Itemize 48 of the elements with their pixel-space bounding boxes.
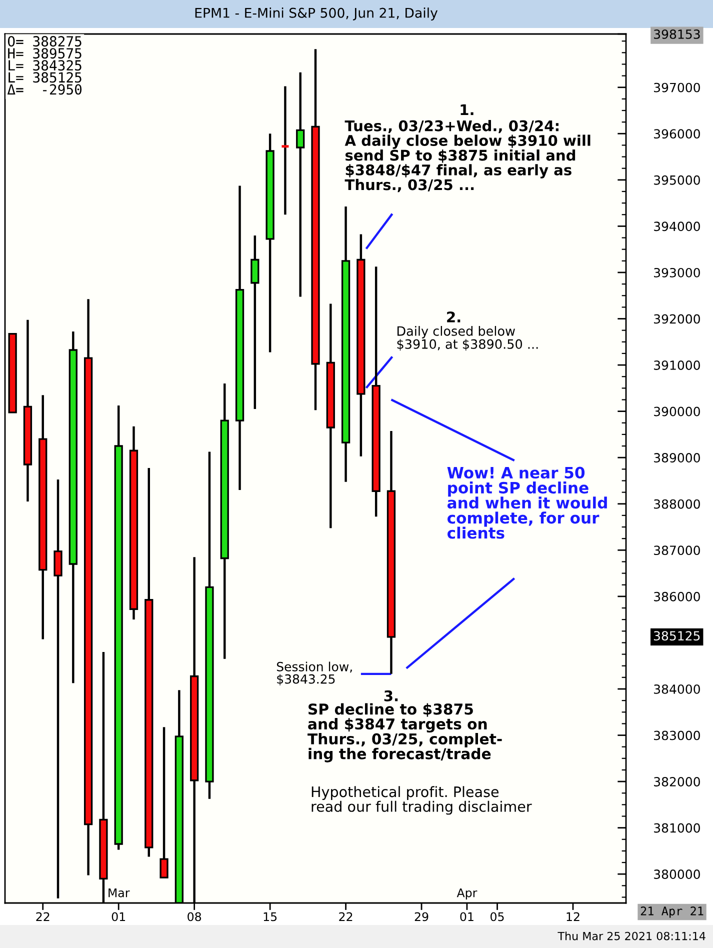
y-tick-label: 390000 (654, 406, 700, 416)
annotation: 2. (447, 311, 460, 322)
annotation: Apr (456, 888, 478, 900)
y-tick-label: 392000 (654, 314, 700, 324)
y-tick-label: 393000 (654, 268, 700, 278)
y-tick-label: 397000 (654, 82, 700, 92)
annotation: Mar (108, 888, 130, 898)
y-tick-label: 386000 (654, 592, 700, 602)
x-tick-label: 12 (566, 912, 580, 921)
annotation: Tues., 03/23+Wed., 03/24: A daily close below $3910 will send SP to $3875 initial and $3848/$47 final, as early as Thurs., 03/25 ... (344, 120, 590, 192)
x-tick-label: 15 (264, 912, 277, 922)
text: 21 Apr 21 (640, 906, 704, 918)
candlestick (296, 71, 305, 298)
annotation: Wow! A near 50 point SP decline and when it would complete, for our clients (447, 466, 607, 539)
candlestick (280, 85, 290, 216)
x-tick-label: 01 (460, 912, 474, 922)
x-tick-label: 05 (490, 912, 504, 922)
y-tick-label: 380000 (654, 870, 700, 880)
y-tick-label: 394000 (654, 222, 700, 232)
y-tick-label: 391000 (654, 360, 700, 370)
x-tick-label: 22 (339, 912, 352, 921)
annotation: Hypothetical profit. Please read our full trading disclaimer (312, 786, 532, 815)
annotation: SP decline to $3875 and $3847 targets on Thurs., 03/25, complet- ing the forecast/trade (308, 703, 502, 762)
y-tick-label: 395000 (654, 175, 700, 185)
x-tick-label: 22 (36, 912, 50, 921)
annotation: Daily closed below $3910, at $3890.50 ... (397, 326, 538, 351)
y-tick-label: 384000 (654, 684, 700, 694)
y-tick-label: 389000 (654, 453, 700, 463)
annotation: O= 388275 H= 389575 L= 384325 L= 385125 Δ= -2950 (7, 36, 82, 95)
y-tick-label: 398153 (654, 29, 700, 39)
y-tick-label: 381000 (654, 823, 700, 833)
y-tick-label: 383000 (654, 730, 700, 740)
x-tick-label: 29 (414, 912, 428, 922)
chart-title: EPM1 - E-Mini S&P 500, Jun 21, Daily (195, 8, 438, 20)
x-tick-label: 08 (188, 912, 202, 922)
text: Thu Mar 25 2021 08:11:14 (558, 932, 706, 940)
candlestick (54, 478, 62, 900)
candlestick (160, 726, 168, 879)
annotation: Session low, $3843.25 (276, 662, 352, 686)
x-tick-label: 01 (112, 912, 126, 922)
annotation: 3. (384, 690, 398, 702)
y-tick-label: 396000 (654, 129, 700, 139)
candlestick (250, 234, 260, 410)
text: 385125 (654, 631, 700, 641)
annotation: 1. (460, 104, 474, 116)
y-tick-label: 382000 (654, 776, 700, 786)
y-tick-label: 388000 (654, 499, 700, 509)
y-tick-label: 387000 (654, 546, 700, 556)
